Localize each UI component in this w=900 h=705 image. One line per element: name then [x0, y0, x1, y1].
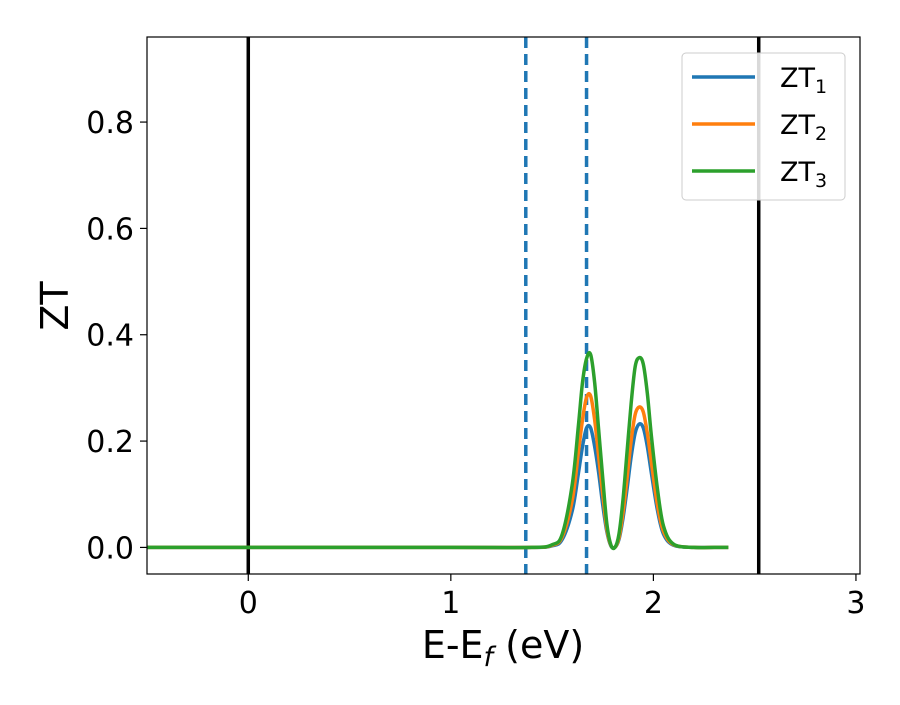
y-tick-label: 0.0: [86, 531, 134, 566]
legend-label-zt3: ZT3: [780, 157, 827, 192]
y-tick-label: 0.8: [86, 106, 134, 141]
x-tick-label: 1: [441, 586, 460, 621]
y-tick-label: 0.4: [86, 319, 134, 354]
series-line-zt3: [146, 350, 729, 551]
legend-label-zt2: ZT2: [780, 110, 827, 145]
x-axis-title-suffix: (eV): [493, 623, 584, 667]
x-axis-title-main: E-E: [422, 623, 484, 667]
legend-items: ZT1 ZT2 ZT3: [692, 63, 827, 192]
x-tick-label: 2: [644, 586, 663, 621]
y-tick-label: 0.2: [86, 425, 134, 460]
y-tick-label: 0.6: [86, 212, 134, 247]
x-axis-ticks: 0 1 2 3: [239, 574, 865, 621]
legend-box: [681, 52, 846, 201]
x-tick-label: 3: [846, 586, 865, 621]
x-tick-label: 0: [239, 586, 258, 621]
y-axis-title: ZT: [33, 281, 77, 331]
legend: ZT1 ZT2 ZT3: [681, 52, 846, 201]
x-axis-title: E-Ef (eV): [422, 623, 584, 673]
legend-label-zt1: ZT1: [780, 63, 827, 98]
series-layer: [146, 350, 729, 551]
plot-frame: [146, 36, 861, 575]
y-axis-ticks: 0.0 0.2 0.4 0.6 0.8: [86, 106, 147, 566]
